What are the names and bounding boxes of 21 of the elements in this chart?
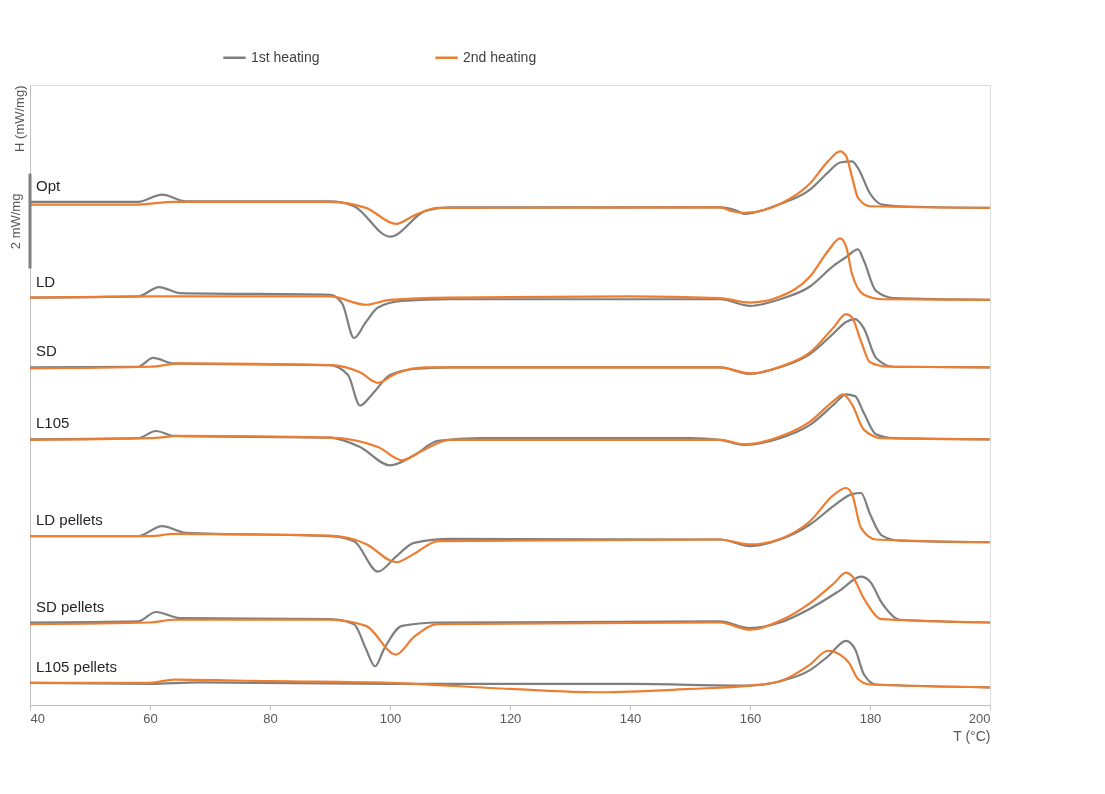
x-tick-label: 80 [263, 710, 278, 726]
x-tick-label: 40 [30, 710, 45, 726]
annotation: L105 pellets [36, 657, 117, 675]
x-tick-label: 180 [859, 710, 882, 726]
x-tick-label: 140 [619, 710, 642, 726]
annotation: LD pellets [36, 511, 103, 529]
annotation: Opt [36, 176, 62, 194]
legend-label: 1st heating [251, 48, 320, 65]
y-axis-title: H (mW/mg) [11, 85, 27, 152]
text: 2 mW/mg [8, 193, 23, 250]
legend-label: 2nd heating [463, 48, 537, 65]
x-tick-label: 100 [379, 710, 402, 726]
x-tick-label: 120 [499, 710, 522, 726]
annotation: SD [36, 342, 57, 360]
x-tick-label: 160 [739, 710, 762, 726]
x-tick-label: 60 [143, 710, 158, 726]
annotation: SD pellets [36, 597, 105, 615]
x-tick-label: 200 [968, 710, 991, 726]
annotation: LD [36, 272, 56, 290]
x-axis-title: T (°C) [953, 727, 991, 744]
annotation: L105 [36, 414, 70, 432]
